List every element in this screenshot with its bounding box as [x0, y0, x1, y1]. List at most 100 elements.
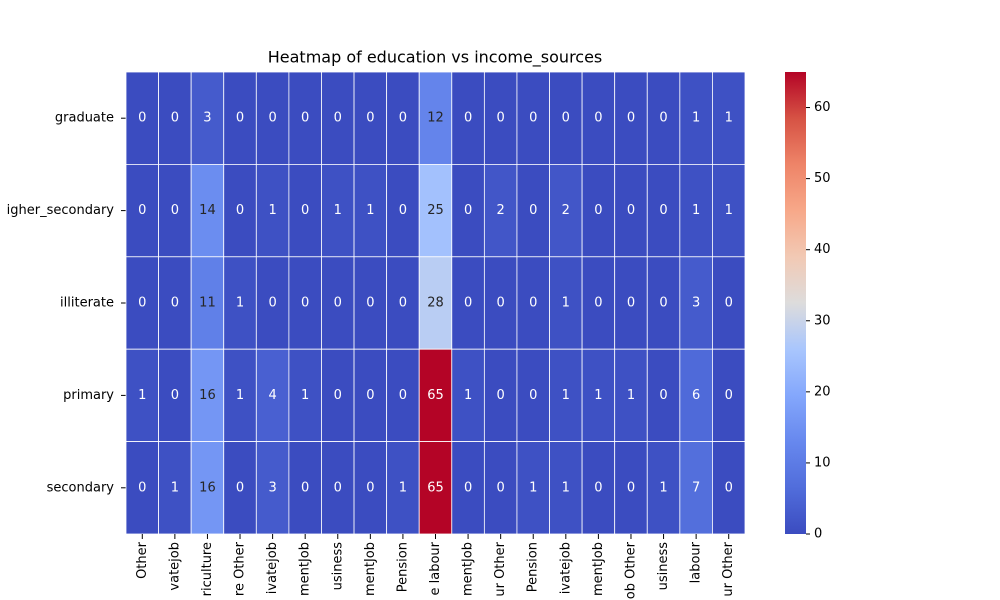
heatmap-cell — [223, 348, 257, 443]
cell-label: 0 — [725, 480, 733, 495]
heatmap-cell — [255, 163, 290, 258]
cell-label: 28 — [427, 296, 444, 311]
cell-label: 0 — [659, 111, 667, 126]
x-tick-label: ur Other — [721, 541, 736, 596]
cell-label: 2 — [562, 203, 570, 218]
cell-label: 2 — [497, 203, 505, 218]
cell-label: 0 — [268, 111, 276, 126]
heatmap-cell — [614, 163, 648, 258]
cell-label: 65 — [427, 388, 444, 403]
x-tick-label: Pension — [526, 542, 541, 592]
heatmap-cell — [190, 256, 225, 350]
heatmap-cell — [646, 348, 681, 443]
colorbar-tick-label: 20 — [814, 384, 831, 399]
heatmap-cell — [353, 348, 388, 443]
colorbar-tick-label: 60 — [814, 100, 831, 115]
cell-label: 0 — [497, 296, 505, 311]
cell-label: 1 — [334, 203, 342, 218]
cell-label: 0 — [138, 203, 146, 218]
cell-label: 11 — [199, 296, 216, 311]
heatmap-cell — [125, 256, 159, 350]
cell-label: 0 — [529, 203, 537, 218]
cell-label: 1 — [171, 480, 179, 495]
cell-label: 16 — [199, 388, 216, 403]
heatmap-cell — [190, 163, 225, 258]
cell-label: 0 — [171, 388, 179, 403]
cell-label: 0 — [138, 480, 146, 495]
cell-label: 0 — [138, 296, 146, 311]
x-tick-label: Pension — [395, 542, 410, 592]
heatmap-cell — [549, 256, 583, 350]
heatmap-cell — [646, 163, 681, 258]
heatmap-cell — [158, 348, 192, 443]
cell-label: 0 — [594, 296, 602, 311]
heatmap-cell — [125, 441, 159, 535]
heatmap-cell — [223, 441, 257, 535]
heatmap-cell — [516, 348, 550, 443]
cell-label: 1 — [562, 388, 570, 403]
cell-label: 3 — [268, 480, 276, 495]
cell-label: 1 — [627, 388, 635, 403]
chart-title: Heatmap of education vs income_sources — [268, 48, 603, 68]
cell-label: 0 — [138, 111, 146, 126]
x-tick-label: riculture — [200, 542, 215, 596]
y-tick-label: igher_secondary — [7, 203, 115, 218]
heatmap-cell — [451, 348, 485, 443]
cell-label: 0 — [301, 111, 309, 126]
colorbar-tick-label: 50 — [814, 171, 831, 186]
cell-label: 0 — [627, 480, 635, 495]
cell-label: 1 — [464, 388, 472, 403]
cell-label: 0 — [399, 203, 407, 218]
heatmap-cell — [158, 71, 192, 165]
heatmap-cell — [581, 71, 616, 165]
cell-label: 1 — [725, 203, 733, 218]
cell-label: 0 — [627, 203, 635, 218]
cell-label: 6 — [692, 388, 700, 403]
colorbar-tick-label: 40 — [814, 242, 831, 257]
cell-label: 0 — [399, 388, 407, 403]
cell-label: 0 — [236, 203, 244, 218]
cell-label: 1 — [366, 203, 374, 218]
heatmap-cell — [386, 256, 420, 350]
cell-label: 1 — [236, 296, 244, 311]
heatmap-cell — [549, 163, 583, 258]
heatmap-cell — [451, 256, 485, 350]
x-tick-label: Other — [135, 541, 150, 579]
heatmap-cell — [255, 256, 290, 350]
heatmap-cell — [451, 163, 485, 258]
heatmap-cell — [418, 71, 453, 165]
heatmap-cell — [418, 441, 453, 535]
heatmap-cell — [288, 256, 322, 350]
cell-label: 12 — [427, 111, 444, 126]
heatmap-cell — [516, 441, 550, 535]
cell-label: 0 — [659, 388, 667, 403]
cell-label: 25 — [427, 203, 444, 218]
colorbar-tick-label: 10 — [814, 455, 831, 470]
x-tick-label: mentJob — [591, 542, 606, 596]
cell-label: 0 — [594, 480, 602, 495]
cell-label: 0 — [171, 203, 179, 218]
cell-label: 1 — [562, 480, 570, 495]
heatmap-cell — [353, 256, 388, 350]
x-tick-label: re Other — [233, 541, 248, 596]
cell-label: 0 — [562, 111, 570, 126]
cell-label: 3 — [203, 111, 211, 126]
heatmap-cell — [125, 348, 159, 443]
x-tick-label: mentJob — [461, 542, 476, 596]
heatmap-cell — [712, 348, 746, 443]
cell-label: 0 — [725, 388, 733, 403]
cell-label: 1 — [301, 388, 309, 403]
heatmap-cell — [679, 348, 713, 443]
cell-label: 0 — [301, 296, 309, 311]
heatmap-cell — [321, 163, 355, 258]
heatmap-cell — [451, 71, 485, 165]
cell-label: 0 — [366, 480, 374, 495]
cell-label: 0 — [497, 480, 505, 495]
cell-label: 0 — [659, 203, 667, 218]
cell-label: 0 — [301, 480, 309, 495]
heatmap-cell — [288, 71, 322, 165]
cell-label: 7 — [692, 480, 700, 495]
x-tick-label: vatejob — [167, 542, 182, 591]
heatmap-cell — [125, 163, 159, 258]
heatmap-cell — [483, 163, 518, 258]
